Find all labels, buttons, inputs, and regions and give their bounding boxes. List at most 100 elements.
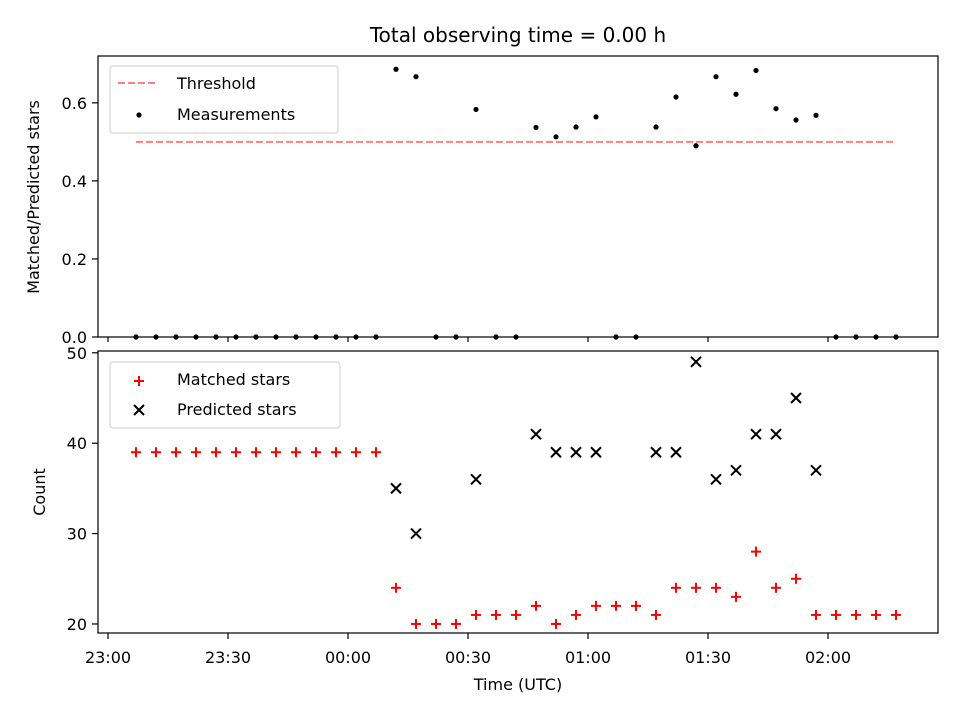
measurement-point [593, 114, 599, 120]
matched-star-point [471, 609, 481, 620]
matched-star-point [391, 582, 401, 593]
x-tick-label: 23:30 [205, 648, 251, 667]
predicted-star-point [690, 356, 702, 368]
matched-star-point [191, 447, 201, 458]
x-axis-label: Time (UTC) [473, 675, 562, 694]
measurement-point [533, 124, 539, 131]
measurement-point [473, 106, 479, 113]
matched-star-point [591, 600, 601, 611]
measurement-point [673, 94, 679, 100]
measurement-point [393, 66, 399, 72]
top-x-ticks [107, 337, 829, 342]
matched-star-point [131, 447, 141, 458]
x-tick-label: 00:00 [325, 648, 371, 667]
legend-predicted-label: Predicted stars [177, 400, 297, 419]
legend-matched-swatch [134, 376, 144, 386]
predicted-star-point [670, 446, 682, 458]
predicted-star-point [770, 428, 782, 440]
top-legend: Threshold Measurements [109, 65, 339, 134]
predicted-star-point [410, 527, 422, 540]
matched-star-point [351, 447, 361, 458]
matched-star-point [511, 609, 521, 620]
measurement-point [573, 124, 579, 130]
matched-star-point [491, 609, 501, 620]
matched-star-point [371, 447, 381, 458]
matched-star-point [271, 447, 281, 458]
matched-star-point [651, 609, 661, 620]
matched-star-point [151, 447, 161, 458]
bottom-axes-frame [97, 350, 939, 634]
predicted-star-point [530, 428, 542, 440]
chart-title: Total observing time = 0.00 h [369, 23, 666, 47]
bottom-y-tick-label: 40 [67, 434, 87, 453]
x-tick-label: 01:00 [565, 648, 611, 667]
x-tick-label: 02:00 [805, 648, 851, 667]
top-y-tick-label: 0.6 [62, 94, 87, 113]
matched-star-point [171, 447, 181, 458]
top-y-tick-label: 0.4 [62, 172, 87, 191]
top-panel: 0.0 0.2 0.4 0.6 Matched/Predicted stars Thr… [24, 55, 939, 347]
bottom-y-tick-label: 50 [67, 344, 87, 363]
matched-star-point [751, 546, 761, 557]
measurement-point [793, 117, 799, 123]
bottom-y-tick-label: 20 [67, 615, 87, 634]
top-y-tick-label: 0.0 [62, 328, 87, 347]
measurement-point [413, 74, 419, 80]
predicted-star-point [470, 473, 482, 486]
predicted-star-point [750, 428, 762, 440]
predicted-star-point [710, 473, 722, 486]
matched-star-point [311, 447, 321, 458]
matched-star-point [731, 591, 741, 602]
bottom-x-ticks: 23:00 23:30 00:00 00:30 01:00 01:30 02:00 [85, 633, 851, 667]
matched-star-point [451, 618, 461, 629]
bottom-y-ticks: 20 30 40 50 [67, 344, 98, 634]
bottom-y-tick-label: 30 [67, 525, 87, 544]
x-tick-label: 23:00 [85, 648, 131, 667]
measurement-point [773, 106, 779, 112]
measurement-point [813, 112, 819, 118]
top-y-axis-label: Matched/Predicted stars [24, 100, 43, 294]
predicted-star-point [730, 464, 742, 477]
matched-star-point [251, 447, 261, 458]
predicted-star-point [810, 464, 822, 477]
predicted-star-point [590, 446, 602, 458]
measurement-point [733, 91, 739, 97]
bottom-legend-box [109, 361, 341, 429]
matched-star-point [811, 609, 821, 620]
matched-star-point [851, 609, 861, 620]
matched-star-point [691, 582, 701, 593]
legend-measurements-label: Measurements [177, 105, 295, 124]
counts-layer [131, 356, 901, 629]
matched-star-point [551, 618, 561, 629]
predicted-star-point [570, 446, 582, 458]
matched-star-point [531, 600, 541, 611]
legend-matched-label: Matched stars [177, 370, 290, 389]
matched-star-point [871, 609, 881, 620]
matched-star-point [791, 573, 801, 584]
top-legend-box [109, 65, 339, 134]
top-axes-frame [97, 55, 939, 338]
bottom-legend: Matched stars Predicted stars [109, 361, 341, 429]
predicted-star-point [790, 392, 802, 404]
matched-star-point [291, 447, 301, 458]
bottom-panel: 20 30 40 50 23:00 23:30 00:00 00:30 01:00 01:30 0… [30, 344, 939, 694]
top-y-ticks: 0.0 0.2 0.4 0.6 [62, 94, 98, 347]
x-tick-label: 00:30 [445, 648, 491, 667]
matched-star-point [671, 582, 681, 593]
legend-predicted-swatch [133, 404, 145, 416]
measurement-point [753, 67, 759, 74]
measurement-point [713, 74, 719, 80]
predicted-star-point [550, 446, 562, 458]
measurement-point [653, 124, 659, 130]
matched-star-point [231, 447, 241, 458]
measurement-point [693, 143, 699, 149]
legend-measurements-swatch [136, 112, 142, 118]
matched-star-point [891, 609, 901, 620]
matched-star-point [211, 447, 221, 458]
matched-star-point [711, 582, 721, 593]
legend-threshold-label: Threshold [176, 74, 256, 93]
matched-star-point [631, 600, 641, 611]
x-tick-label: 01:30 [685, 648, 731, 667]
matched-star-point [431, 618, 441, 629]
